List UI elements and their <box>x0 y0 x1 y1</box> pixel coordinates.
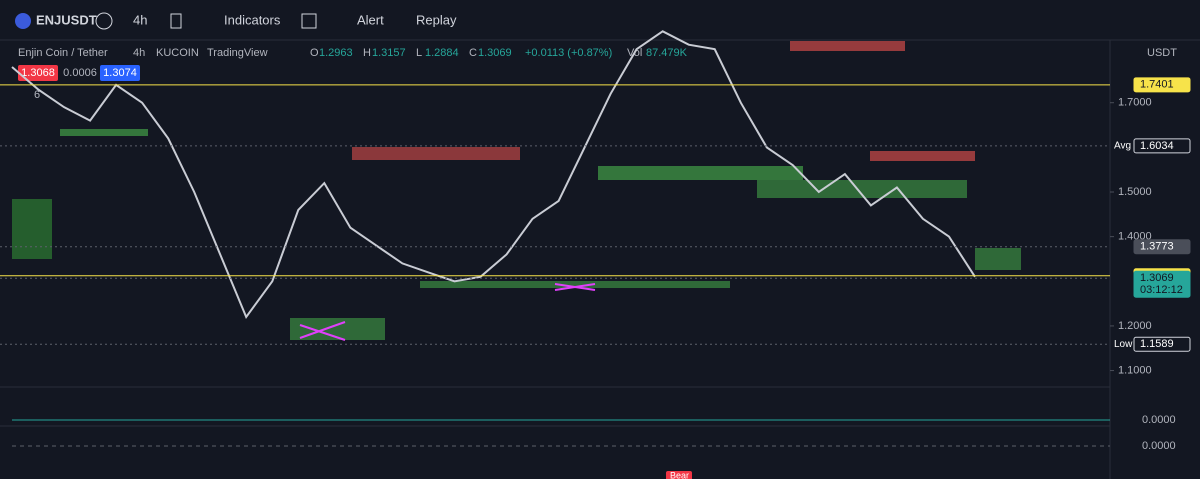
ohlc-label: C <box>469 47 477 59</box>
zone <box>790 41 905 51</box>
alert[interactable]: Alert <box>357 12 384 27</box>
legend-source: TradingView <box>207 47 268 59</box>
pane-zero-label: 0.0000 <box>1142 414 1176 426</box>
price-badge-label: 1.6034 <box>1140 140 1174 152</box>
buy-price[interactable]: 1.3074 <box>103 67 137 79</box>
price-tick-label: 1.7000 <box>1118 97 1152 109</box>
interval[interactable]: 4h <box>133 12 147 27</box>
ohlc-label: L <box>416 47 422 59</box>
ohlc-label: O <box>310 47 319 59</box>
change: +0.0113 (+0.87%) <box>525 47 612 59</box>
symbol-icon[interactable] <box>15 13 31 29</box>
sell-price[interactable]: 1.3068 <box>21 67 55 79</box>
price-badge-label: 1.1589 <box>1140 338 1174 350</box>
add-symbol[interactable] <box>95 12 113 30</box>
layouts[interactable] <box>301 13 317 29</box>
sell-button[interactable] <box>18 65 58 81</box>
zone <box>352 147 520 160</box>
price-tick-label: 1.2000 <box>1118 320 1152 332</box>
zone <box>975 248 1021 270</box>
currency[interactable]: USDT <box>1147 47 1177 59</box>
zone <box>290 318 385 340</box>
badge-name: Avg <box>1114 140 1131 151</box>
legend-title: Enjin Coin / Tether <box>18 47 108 59</box>
cross-marker <box>299 321 346 341</box>
annotation: Bear <box>670 470 689 479</box>
price-badge-label: 1.3773 <box>1140 241 1174 253</box>
spread: 0.0006 <box>63 67 97 79</box>
badge-name: Low <box>1114 339 1133 350</box>
price-line <box>11 30 976 320</box>
price-badge <box>1133 239 1191 255</box>
zone <box>420 281 730 288</box>
ohlc-value: 1.2884 <box>425 47 459 59</box>
price-tick-label: 1.5000 <box>1118 186 1152 198</box>
zone <box>757 180 967 198</box>
countdown: 03:12:12 <box>1140 284 1183 296</box>
price-badge <box>1133 270 1191 298</box>
legend-exchange: KUCOIN <box>156 47 199 59</box>
buy-button[interactable] <box>100 65 140 81</box>
ohlc-value: 1.3069 <box>478 47 512 59</box>
symbol[interactable]: ENJUSDT <box>36 12 97 27</box>
indicator-count[interactable]: 6 <box>34 89 40 101</box>
cross-marker <box>554 283 596 291</box>
annotation-box <box>666 471 692 479</box>
price-badge-label: 1.7401 <box>1140 79 1174 91</box>
price-badge <box>1133 77 1191 93</box>
ohlc-value: 1.3157 <box>372 47 406 59</box>
ohlc-value: 1.2963 <box>319 47 353 59</box>
volume-value: 87.479K <box>646 47 688 59</box>
chart-type[interactable] <box>170 13 182 29</box>
ohlc-label: H <box>363 47 371 59</box>
zone <box>60 129 148 136</box>
zone <box>870 151 975 161</box>
toolbar <box>0 0 1200 40</box>
zone <box>598 166 803 180</box>
price-badge-label: 1.3069 <box>1140 272 1174 284</box>
legend-interval: 4h <box>133 47 145 59</box>
price-tick-label: 1.1000 <box>1118 364 1152 376</box>
indicators[interactable]: Indicators <box>224 12 281 27</box>
price-badge <box>1133 336 1191 352</box>
price-badge <box>1133 138 1191 154</box>
zone <box>12 199 52 259</box>
pane-zero-label: 0.0000 <box>1142 440 1176 452</box>
replay[interactable]: Replay <box>416 12 457 27</box>
